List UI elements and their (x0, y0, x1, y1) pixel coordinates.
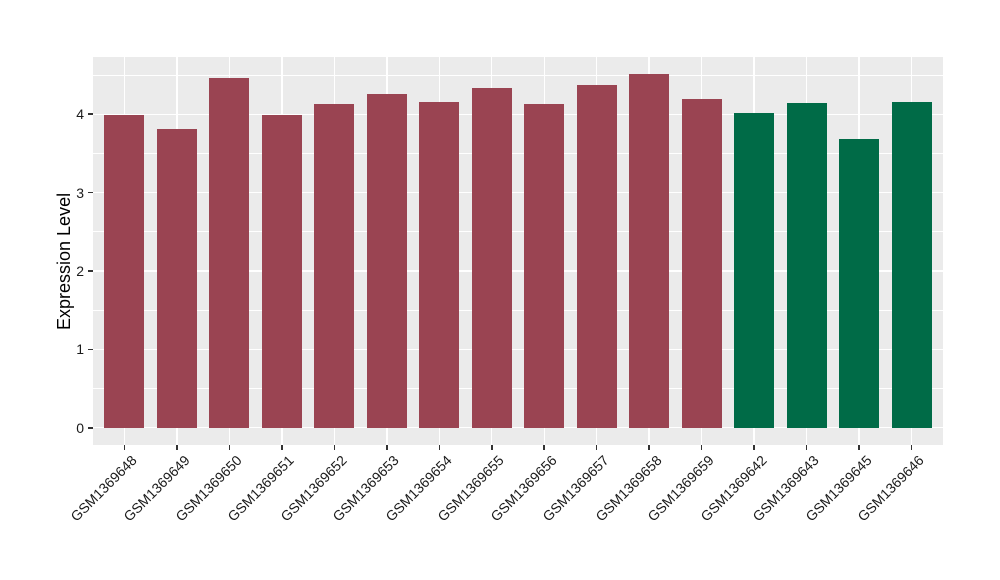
x-tick-mark (438, 445, 441, 450)
h-gridline-major (93, 191, 943, 194)
x-tick-mark (805, 445, 808, 450)
y-tick-mark (88, 191, 93, 194)
x-tick-mark (910, 445, 913, 450)
bar-GSM1369651 (261, 115, 302, 428)
x-tick-mark (595, 445, 598, 450)
plot-panel (93, 57, 943, 445)
x-tick-mark (333, 445, 336, 450)
x-tick-mark (123, 445, 126, 450)
x-tick-mark (386, 445, 388, 450)
x-tick-mark (228, 445, 231, 450)
x-tick-mark (753, 445, 755, 450)
bar-GSM1369652 (314, 104, 355, 428)
y-tick-label: 2 (76, 262, 84, 279)
y-tick-label: 3 (76, 184, 84, 201)
x-tick-mark (648, 445, 650, 450)
bar-GSM1369645 (839, 139, 880, 428)
bar-GSM1369658 (629, 74, 670, 428)
x-tick-mark (700, 445, 703, 450)
bar-GSM1369657 (576, 85, 617, 428)
x-tick-mark (543, 445, 545, 450)
bar-GSM1369655 (471, 88, 512, 428)
bar-GSM1369656 (524, 104, 565, 428)
h-gridline-minor (93, 388, 943, 389)
y-tick-mark (88, 270, 93, 272)
h-gridline-minor (93, 74, 943, 76)
bar-GSM1369649 (156, 129, 197, 428)
h-gridline-major (93, 270, 943, 272)
x-tick-mark (858, 445, 860, 450)
y-tick-mark (88, 348, 93, 351)
y-tick-mark (88, 113, 93, 115)
h-gridline-minor (93, 153, 943, 154)
bar-GSM1369650 (209, 78, 250, 428)
x-tick-mark (491, 445, 493, 450)
bar-GSM1369654 (419, 102, 460, 428)
y-axis-title: Expression Level (54, 192, 74, 330)
bar-GSM1369646 (891, 102, 932, 428)
y-tick-mark (88, 427, 93, 429)
bar-GSM1369648 (104, 115, 145, 428)
x-tick-mark (176, 445, 178, 450)
bar-GSM1369642 (734, 112, 775, 428)
h-gridline-major (93, 427, 943, 429)
bar-GSM1369659 (681, 98, 722, 428)
y-tick-label: 0 (76, 419, 84, 436)
bar-GSM1369653 (366, 93, 407, 428)
h-gridline-minor (93, 231, 943, 233)
h-gridline-minor (93, 309, 943, 311)
h-gridline-major (93, 113, 943, 115)
bar-GSM1369643 (786, 103, 827, 428)
x-tick-mark (281, 445, 283, 450)
y-tick-label: 4 (76, 106, 84, 123)
h-gridline-major (93, 348, 943, 351)
y-tick-label: 1 (76, 341, 84, 358)
